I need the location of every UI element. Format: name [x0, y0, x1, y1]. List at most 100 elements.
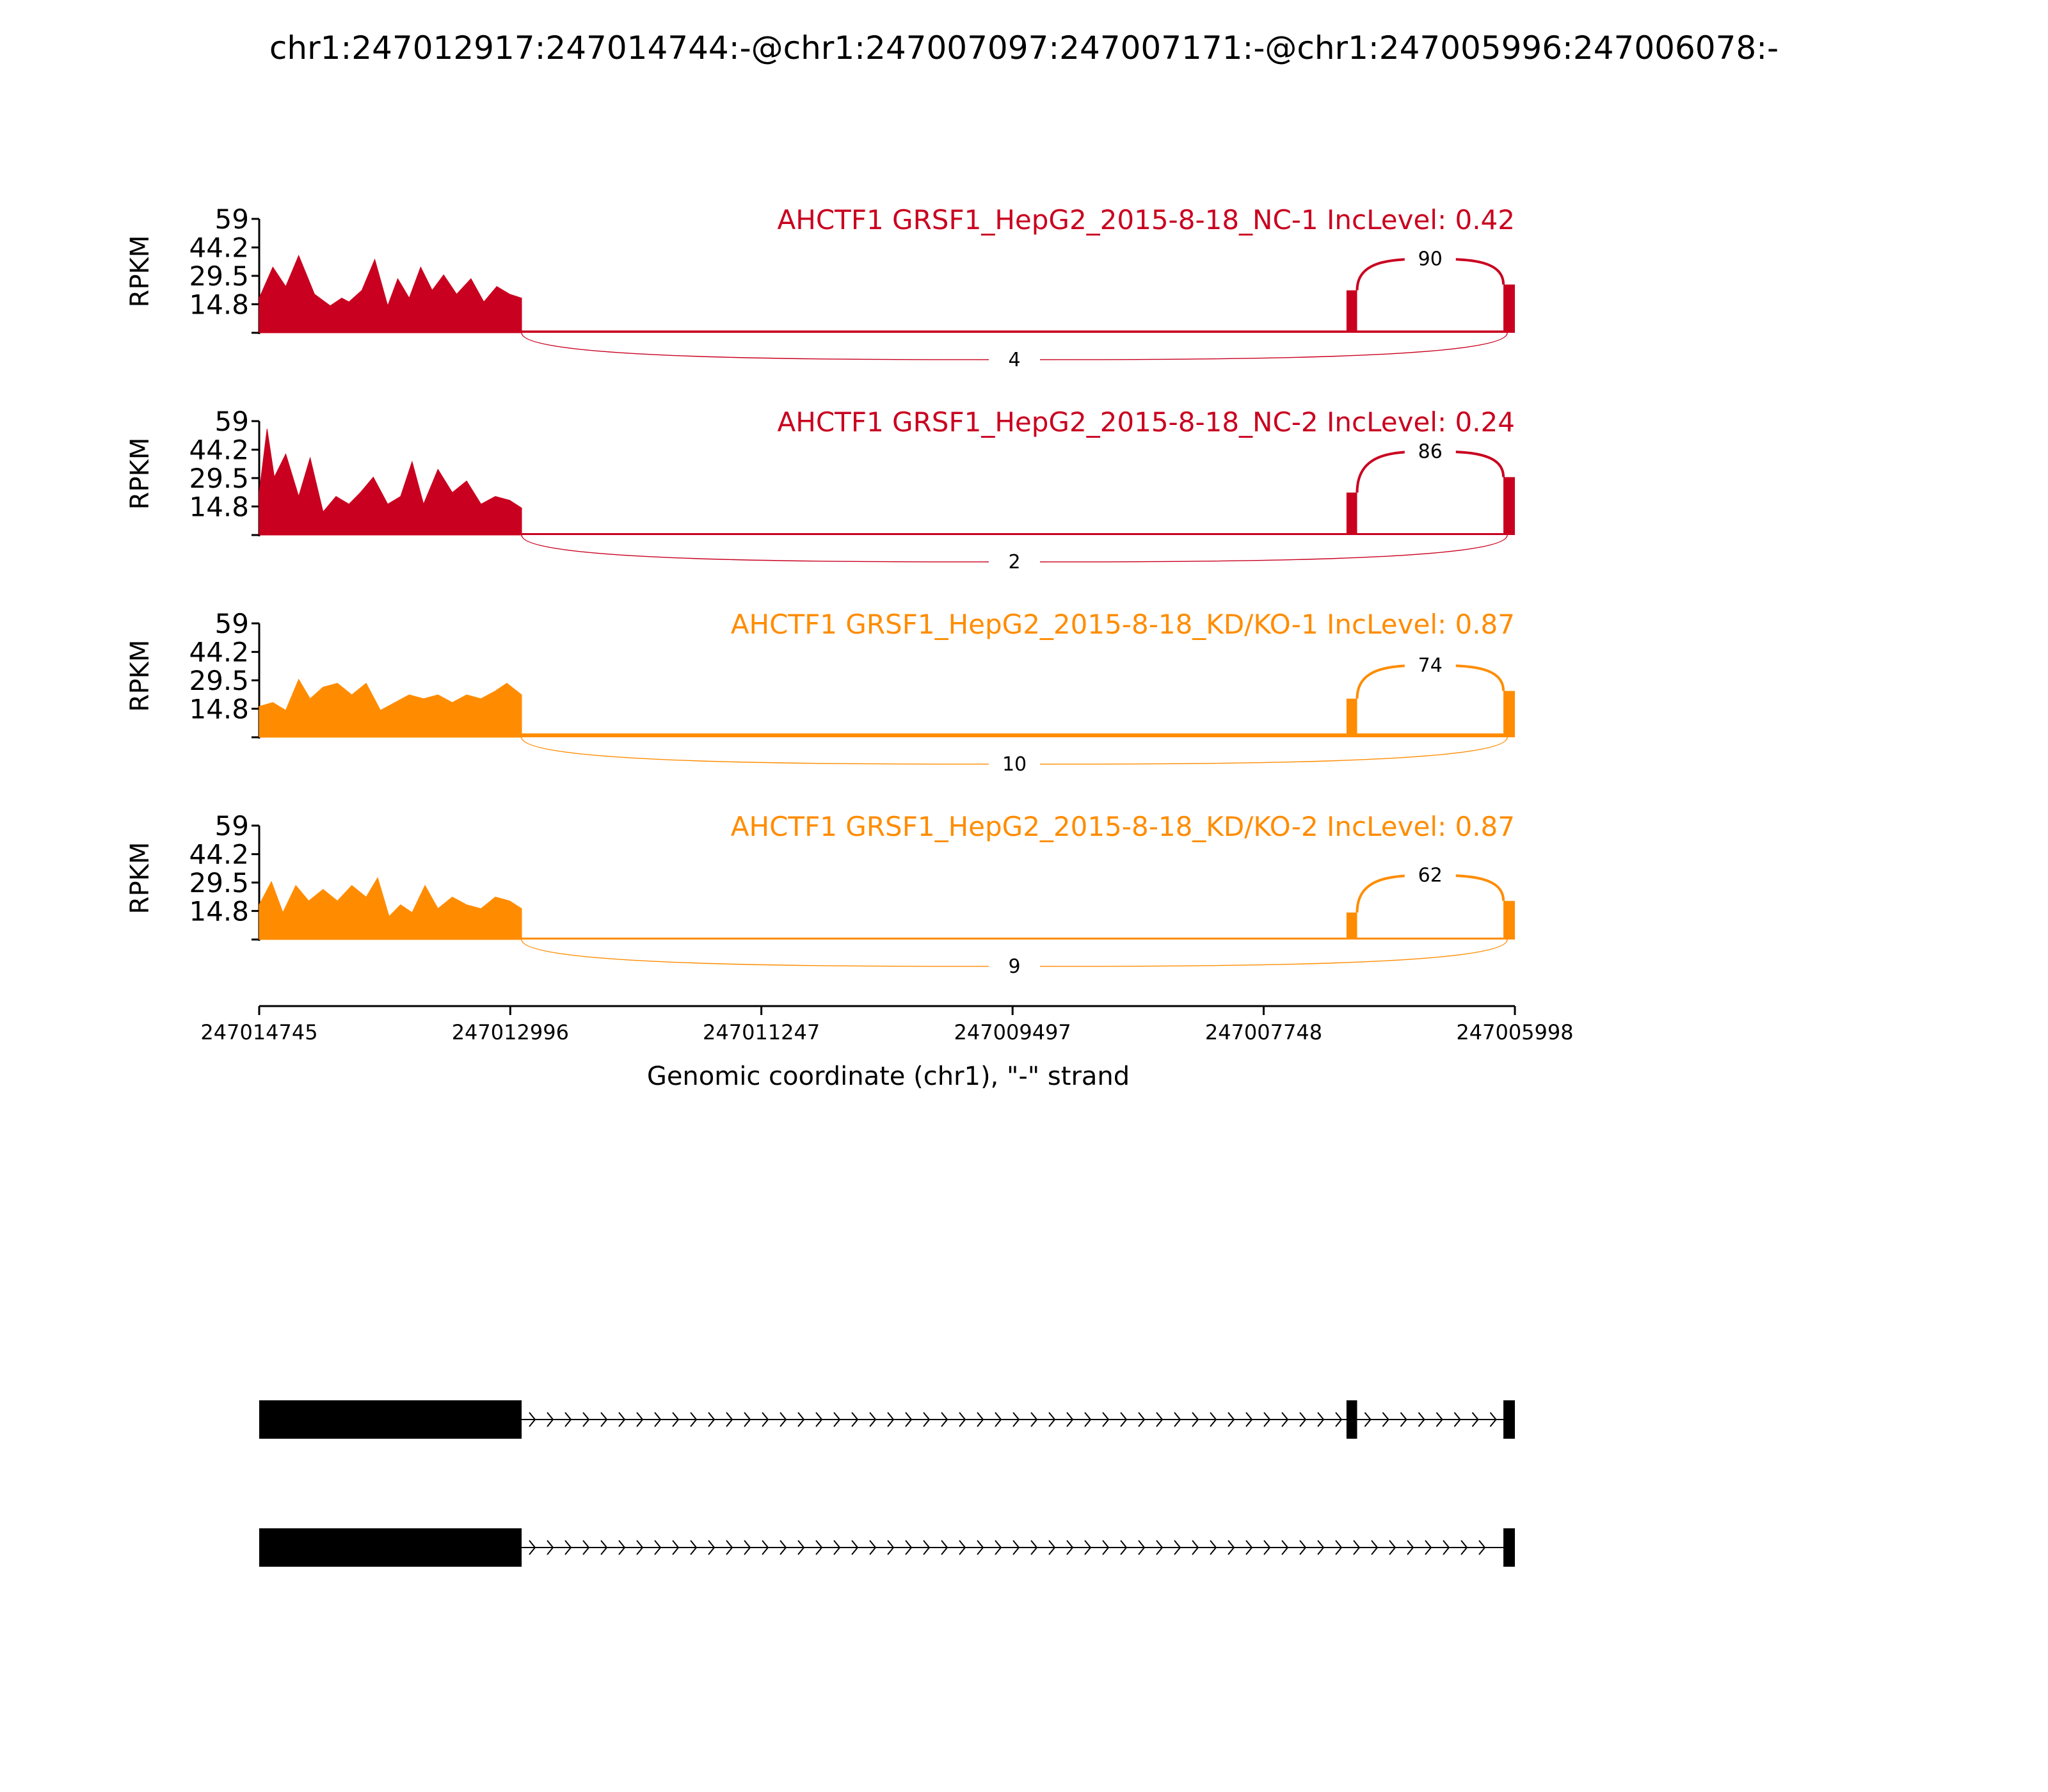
coverage-intron-1 [522, 937, 1347, 940]
strand-arrow [600, 1540, 608, 1555]
strand-arrow [1245, 1412, 1253, 1427]
strand-arrow [690, 1412, 698, 1427]
strand-arrow [1436, 1412, 1443, 1427]
isoform-models [259, 1400, 1515, 1567]
strand-arrow [1210, 1540, 1217, 1555]
strand-arrow [1048, 1540, 1056, 1555]
strand-arrow [1102, 1540, 1110, 1555]
strand-arrow [995, 1412, 1002, 1427]
strand-arrow [1471, 1412, 1479, 1427]
coverage-exon3 [1503, 477, 1515, 535]
strand-arrow [636, 1412, 644, 1427]
strand-arrow [797, 1412, 805, 1427]
strand-arrow [1012, 1540, 1020, 1555]
junction-label-bg [1404, 861, 1456, 887]
coverage-area-exon1 [259, 678, 522, 738]
strand-arrow [1138, 1540, 1146, 1555]
y-tick-label: 29.5 [189, 463, 249, 494]
y-tick-label: 14.8 [189, 491, 249, 522]
y-axis-label: RPKM [125, 842, 155, 915]
coverage-area-exon1 [259, 254, 522, 333]
strand-arrow [1281, 1540, 1289, 1555]
strand-arrow [672, 1412, 680, 1427]
junction-label-bg [1404, 651, 1456, 677]
strand-arrow [1400, 1412, 1407, 1427]
strand-arrow [1120, 1412, 1128, 1427]
y-tick-label: 59 [215, 608, 249, 639]
strand-arrow [1066, 1540, 1074, 1555]
strand-arrow [959, 1540, 966, 1555]
strand-arrow [618, 1412, 626, 1427]
strand-arrow [1364, 1412, 1372, 1427]
strand-arrow [905, 1412, 913, 1427]
strand-arrow [1263, 1540, 1271, 1555]
strand-arrow [869, 1540, 877, 1555]
strand-arrow [1174, 1540, 1181, 1555]
strand-arrow [959, 1412, 966, 1427]
strand-arrow [582, 1540, 590, 1555]
strand-arrow [1443, 1540, 1450, 1555]
track-label: AHCTF1 GRSF1_HepG2_2015-8-18_KD/KO-2 Inc… [731, 811, 1515, 842]
strand-arrow [1030, 1412, 1038, 1427]
strand-arrow [1084, 1412, 1092, 1427]
track-label: AHCTF1 GRSF1_HepG2_2015-8-18_NC-2 IncLev… [778, 406, 1515, 438]
strand-arrow [1048, 1412, 1056, 1427]
strand-arrow [618, 1540, 626, 1555]
y-tick-label: 14.8 [189, 895, 249, 927]
y-tick-label: 59 [215, 406, 249, 437]
strand-arrow [654, 1412, 662, 1427]
coverage-exon2 [1346, 698, 1357, 737]
strand-arrow [1012, 1412, 1020, 1427]
strand-arrow [600, 1412, 608, 1427]
strand-arrow [529, 1540, 536, 1555]
strand-arrow [815, 1540, 823, 1555]
y-tick-label: 59 [215, 810, 249, 842]
strand-arrow [1407, 1540, 1414, 1555]
x-tick-label: 247012996 [452, 1020, 569, 1044]
strand-arrow [1317, 1412, 1325, 1427]
junction-count-upper: 62 [1418, 865, 1443, 887]
coverage-area-exon1 [259, 429, 522, 536]
y-tick-label: 44.2 [189, 232, 249, 264]
strand-arrow [636, 1540, 644, 1555]
y-tick-label: 29.5 [189, 665, 249, 696]
junction-count-lower: 9 [1008, 956, 1020, 978]
strand-arrow [1335, 1412, 1343, 1427]
coverage-area-exon1 [259, 877, 522, 940]
strand-arrow [1263, 1412, 1271, 1427]
strand-arrow [762, 1412, 769, 1427]
isoform-1 [259, 1400, 1515, 1439]
strand-arrow [654, 1540, 662, 1555]
isoform-exon [1346, 1400, 1357, 1439]
strand-arrow [780, 1412, 787, 1427]
strand-arrow [780, 1540, 787, 1555]
strand-arrow [744, 1540, 751, 1555]
junction-count-upper: 86 [1418, 440, 1443, 463]
strand-arrow [708, 1540, 716, 1555]
coverage-exon2 [1346, 912, 1357, 940]
y-tick-label: 14.8 [189, 693, 249, 724]
figure-title: chr1:247012917:247014744:-@chr1:24700709… [269, 29, 1779, 67]
x-axis: 247014745 247012996 247011247 247009497 2470… [200, 1005, 1574, 1044]
strand-arrow [1382, 1412, 1389, 1427]
strand-arrow [923, 1412, 931, 1427]
coverage-intron-2 [1357, 532, 1504, 535]
junction-label-bg [1404, 244, 1456, 271]
isoform-exon [1503, 1400, 1515, 1439]
strand-arrow [1299, 1540, 1307, 1555]
strand-arrow [1066, 1412, 1074, 1427]
strand-arrow [762, 1540, 769, 1555]
coverage-exon3 [1503, 284, 1515, 333]
strand-arrow [1228, 1412, 1235, 1427]
strand-arrow [1084, 1540, 1092, 1555]
strand-arrow [1489, 1412, 1497, 1427]
isoform-exon [259, 1528, 522, 1567]
strand-arrow [1228, 1540, 1235, 1555]
junction-label-bg [989, 347, 1041, 372]
strand-arrow [1120, 1540, 1128, 1555]
junction-label-bg [1404, 437, 1456, 463]
y-tick-label: 44.2 [189, 435, 249, 466]
strand-arrow [977, 1540, 984, 1555]
x-tick-label: 247011247 [703, 1020, 820, 1044]
